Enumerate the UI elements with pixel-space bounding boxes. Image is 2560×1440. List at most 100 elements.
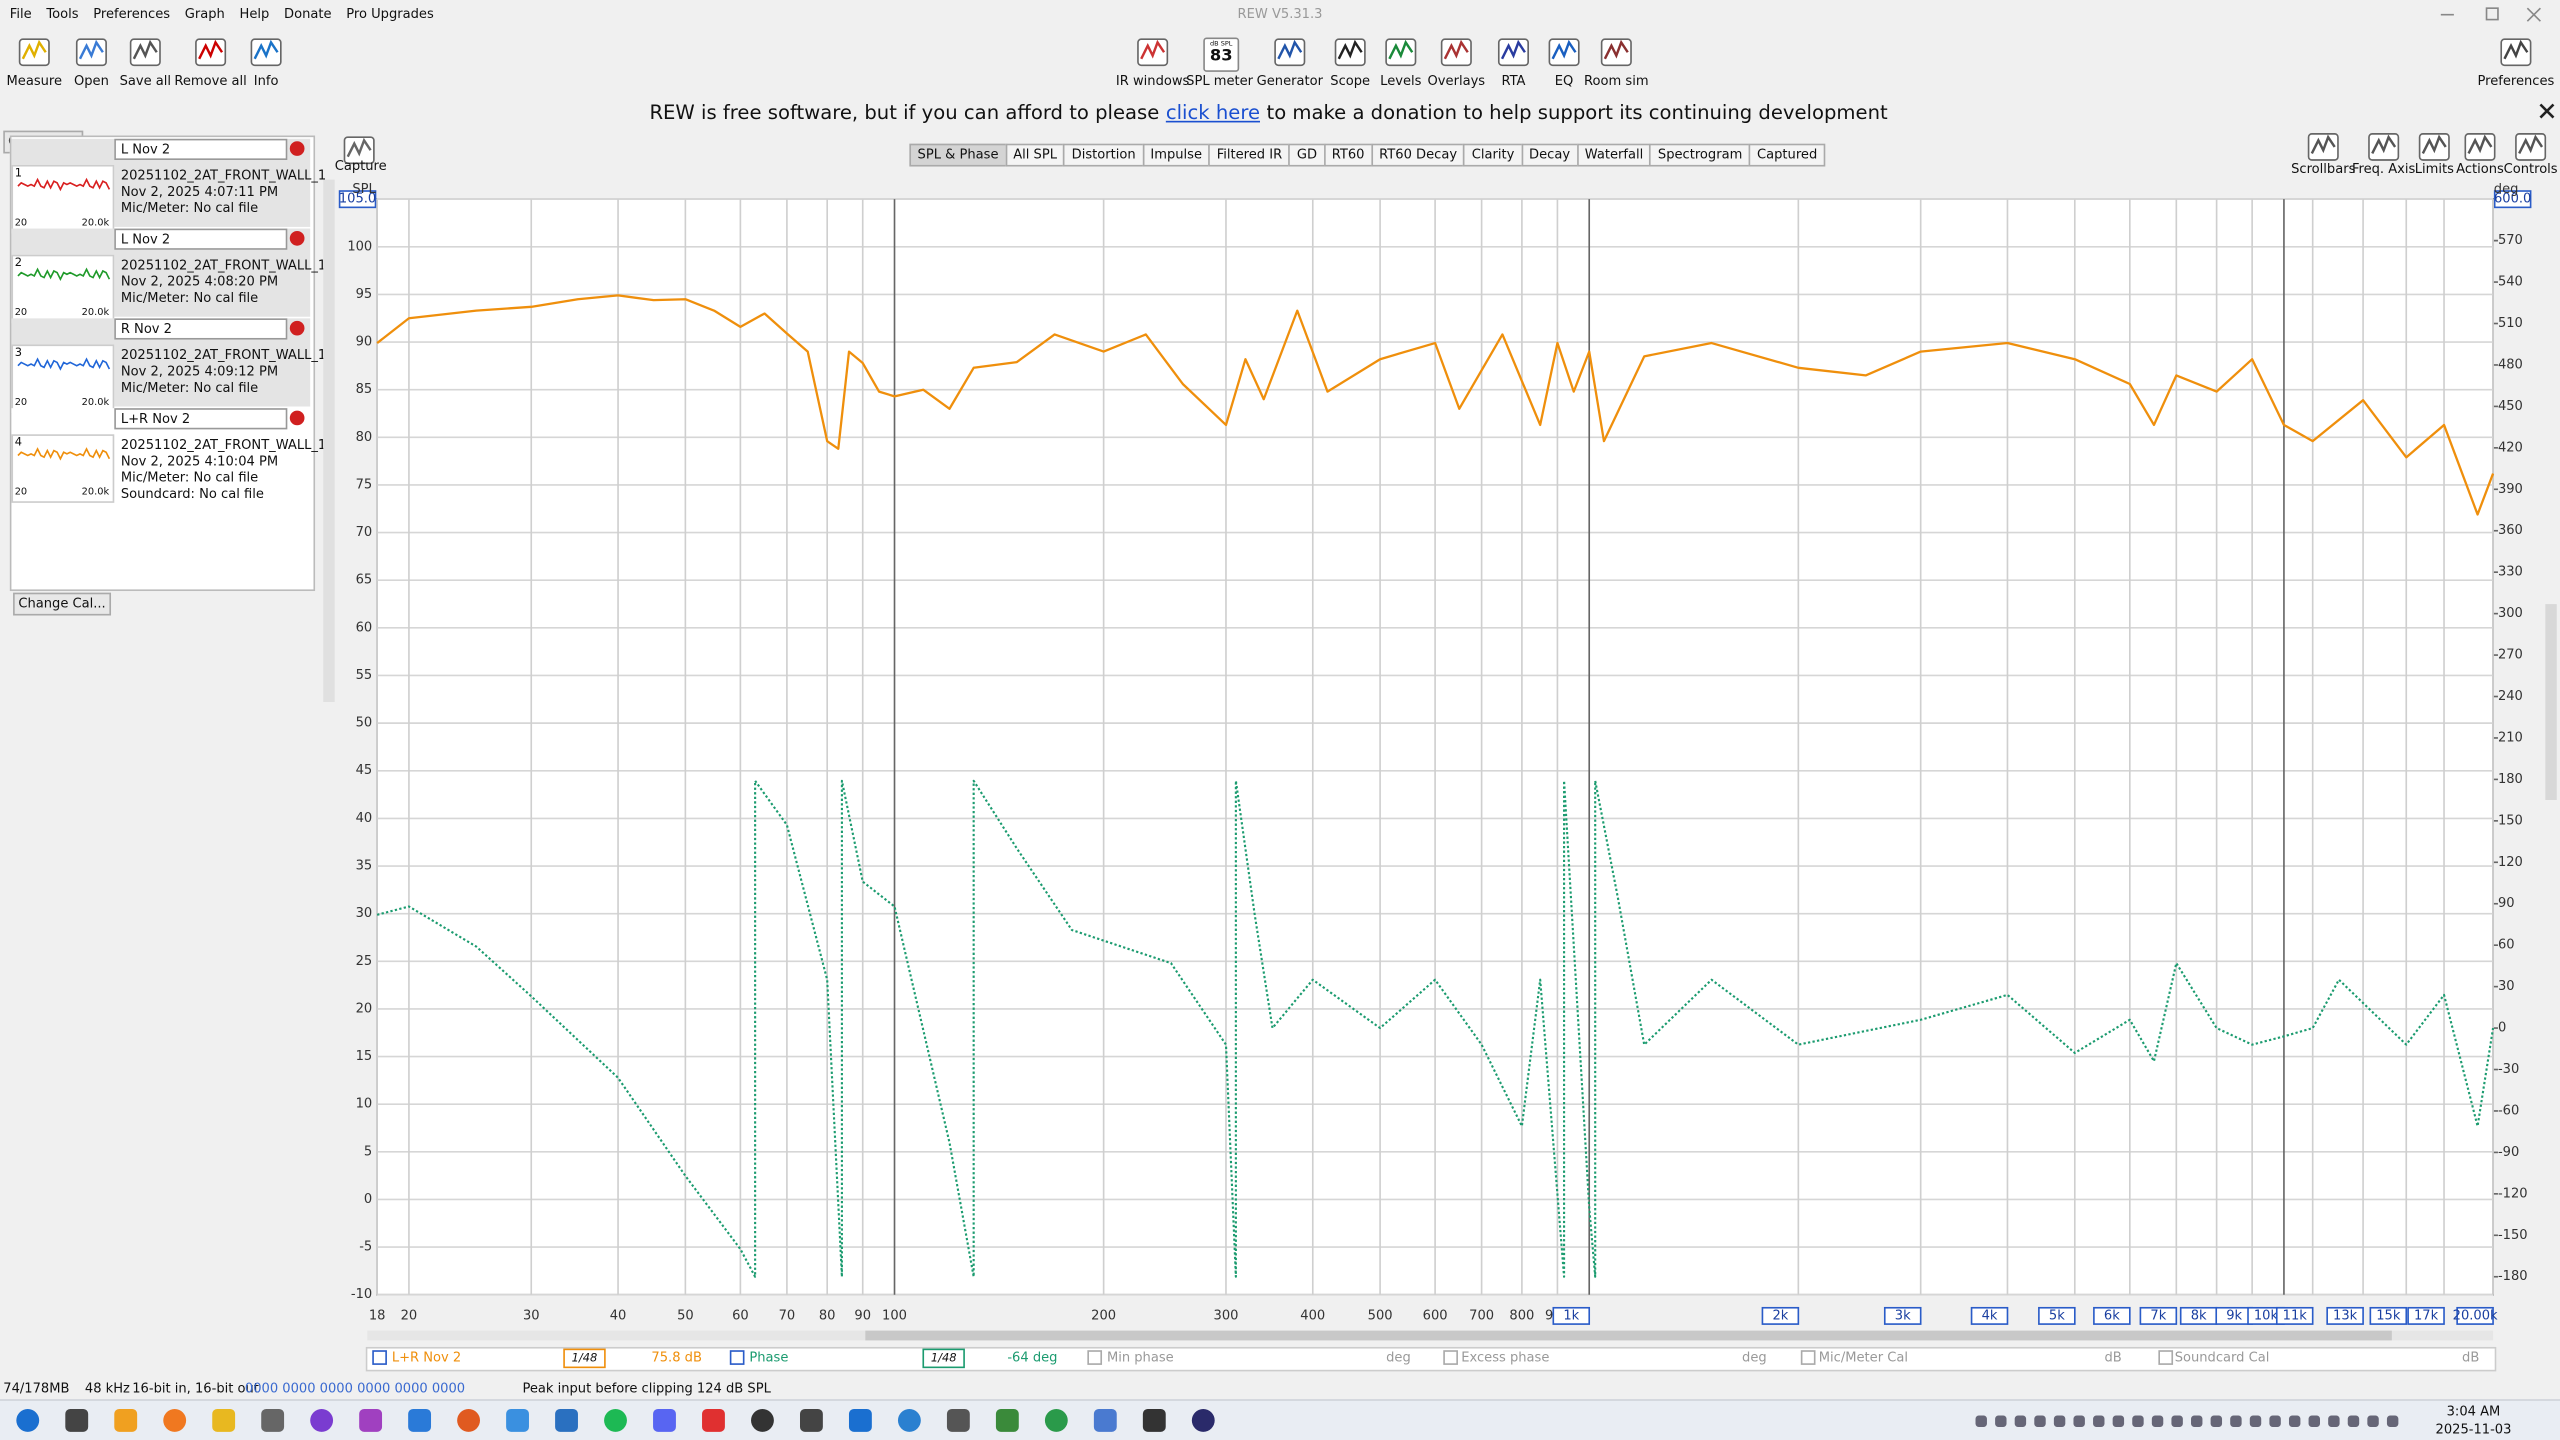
measurement-name[interactable]: L Nov 2: [114, 228, 288, 250]
taskbar-icon[interactable]: [946, 1408, 970, 1432]
change-cal-button[interactable]: Change Cal...: [13, 592, 112, 616]
checkbox[interactable]: [2158, 1350, 2174, 1365]
graph-control[interactable]: Limits: [2398, 131, 2470, 180]
toolbar-button[interactable]: Generator: [1249, 36, 1331, 92]
scrollbar-thumb[interactable]: [865, 1330, 2392, 1341]
toolbar-button[interactable]: EQ: [1523, 36, 1605, 92]
remove-measurement[interactable]: [289, 140, 305, 156]
toolbar-button[interactable]: Open: [51, 36, 133, 92]
tray-icon[interactable]: [1995, 1415, 2007, 1427]
tray-icon[interactable]: [2132, 1415, 2144, 1427]
toolbar-button[interactable]: Measure: [0, 36, 75, 92]
graph-control[interactable]: Controls: [2495, 131, 2560, 180]
taskbar-icon[interactable]: [310, 1408, 334, 1432]
tray-icon[interactable]: [2014, 1415, 2027, 1427]
tray-icon[interactable]: [2191, 1415, 2203, 1427]
graph-tab[interactable]: SPL & Phase: [909, 143, 1007, 167]
toolbar-button[interactable]: Overlays: [1416, 36, 1498, 92]
tray-icon[interactable]: [2367, 1415, 2379, 1427]
measurement-name[interactable]: R Nov 2: [114, 318, 288, 340]
graph-tab[interactable]: Filtered IR: [1208, 143, 1291, 167]
taskbar-icon[interactable]: [555, 1408, 578, 1432]
taskbar-icon[interactable]: [751, 1408, 774, 1432]
tray-icon[interactable]: [2249, 1415, 2262, 1427]
taskbar-icon[interactable]: [163, 1408, 187, 1432]
graph-tab[interactable]: RT60 Decay: [1371, 143, 1466, 167]
taskbar-icon[interactable]: [897, 1408, 921, 1432]
taskbar-icon[interactable]: [457, 1408, 480, 1432]
tray-icon[interactable]: [2093, 1415, 2105, 1427]
tray-icon[interactable]: [2053, 1415, 2066, 1427]
taskbar-icon[interactable]: [114, 1408, 138, 1432]
toolbar-button[interactable]: Save all: [104, 36, 186, 92]
measurement-name[interactable]: L Nov 2: [114, 138, 288, 160]
smoothing-box[interactable]: 1/48: [922, 1348, 965, 1369]
taskbar-icon[interactable]: [653, 1408, 676, 1432]
vertical-scrollbar[interactable]: [2545, 604, 2557, 800]
tray-icon[interactable]: [2112, 1415, 2125, 1427]
graph-control[interactable]: Actions: [2444, 131, 2516, 180]
taskbar-icon[interactable]: [1142, 1408, 1166, 1432]
remove-measurement[interactable]: [289, 320, 305, 336]
taskbar-icon[interactable]: [1044, 1408, 1068, 1432]
menu-item[interactable]: Graph: [184, 6, 225, 22]
graph-tab[interactable]: Distortion: [1063, 143, 1144, 167]
measurement-item[interactable]: L Nov 2 1 20 20.0k 20251102_2AT_FRONT_WALL_1…: [11, 138, 326, 234]
taskbar-icon[interactable]: [261, 1408, 285, 1432]
tray-icon[interactable]: [2328, 1415, 2340, 1427]
toolbar-button[interactable]: Preferences: [2475, 36, 2557, 92]
graph-tab[interactable]: All SPL: [1005, 143, 1066, 167]
toolbar-button[interactable]: dB SPL 83 SPL meter: [1179, 36, 1261, 92]
taskbar-icon[interactable]: [1093, 1408, 1117, 1432]
checkbox[interactable]: [729, 1350, 745, 1365]
measurement-item[interactable]: L Nov 2 2 20 20.0k 20251102_2AT_FRONT_WALL_1…: [11, 228, 326, 324]
taskbar-icon[interactable]: [799, 1408, 823, 1432]
menu-item[interactable]: Tools: [46, 6, 79, 22]
toolbar-button[interactable]: Info: [225, 36, 307, 92]
graph-tab[interactable]: Captured: [1748, 143, 1826, 167]
tray-icon[interactable]: [2269, 1415, 2281, 1427]
checkbox[interactable]: [1800, 1350, 1816, 1365]
graph-tab[interactable]: Impulse: [1142, 143, 1211, 167]
clock-time[interactable]: 3:04 AM: [2446, 1404, 2501, 1419]
taskbar-icon[interactable]: [212, 1408, 236, 1432]
taskbar-icon[interactable]: [16, 1408, 40, 1432]
taskbar-icon[interactable]: [65, 1408, 89, 1432]
remove-measurement[interactable]: [289, 410, 305, 426]
graph-tab[interactable]: RT60: [1323, 143, 1373, 167]
donation-link[interactable]: click here: [1165, 101, 1260, 125]
taskbar-icon[interactable]: [995, 1408, 1019, 1432]
remove-measurement[interactable]: [289, 230, 305, 246]
tray-icon[interactable]: [2073, 1415, 2085, 1427]
tray-icon[interactable]: [2171, 1415, 2183, 1427]
measurement-item[interactable]: R Nov 2 3 20 20.0k 20251102_2AT_FRONT_WALL_1…: [11, 318, 326, 414]
taskbar-icon[interactable]: [702, 1408, 725, 1432]
tray-icon[interactable]: [2288, 1415, 2301, 1427]
capture-button[interactable]: Capture: [335, 134, 387, 180]
graph-control[interactable]: Freq. Axis: [2348, 131, 2420, 180]
menu-item[interactable]: File: [9, 6, 32, 22]
taskbar-icon[interactable]: [848, 1408, 872, 1432]
clock-date[interactable]: 2025-11-03: [2435, 1422, 2512, 1437]
toolbar-button[interactable]: Levels: [1360, 36, 1442, 92]
menu-item[interactable]: Help: [239, 6, 270, 22]
checkbox[interactable]: [1087, 1350, 1103, 1365]
toolbar-button[interactable]: Remove all: [170, 36, 252, 92]
graph-tab[interactable]: GD: [1288, 143, 1326, 167]
tray-icon[interactable]: [2308, 1415, 2320, 1427]
checkbox[interactable]: [1443, 1350, 1458, 1365]
tray-icon[interactable]: [2347, 1415, 2360, 1427]
tray-icon[interactable]: [2151, 1415, 2164, 1427]
close-banner[interactable]: [2537, 101, 2557, 121]
graph-control[interactable]: Scrollbars: [2287, 131, 2359, 180]
taskbar-icon[interactable]: [506, 1408, 529, 1432]
menu-item[interactable]: Preferences: [93, 6, 171, 22]
graph-tab[interactable]: Waterfall: [1576, 143, 1652, 167]
toolbar-button[interactable]: RTA: [1473, 36, 1555, 92]
smoothing-box[interactable]: 1/48: [563, 1348, 606, 1369]
tray-icon[interactable]: [2230, 1415, 2242, 1427]
graph-tab[interactable]: Spectrogram: [1649, 143, 1751, 167]
graph-tab[interactable]: Clarity: [1463, 143, 1523, 167]
toolbar-button[interactable]: Scope: [1309, 36, 1391, 92]
tray-icon[interactable]: [1975, 1415, 1987, 1427]
